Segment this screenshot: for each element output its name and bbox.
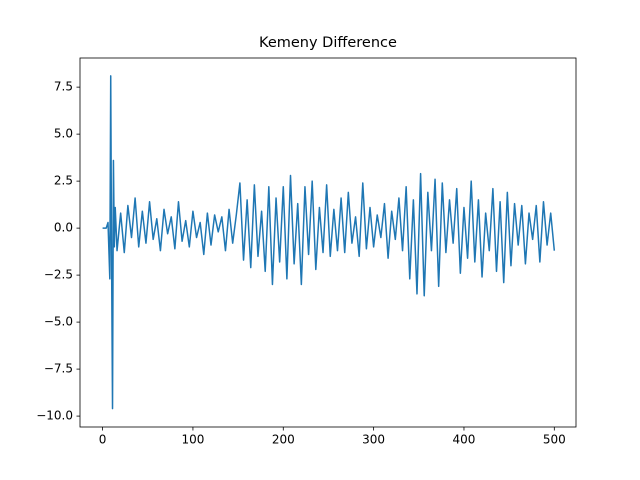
chart-title: Kemeny Difference xyxy=(259,35,397,51)
y-tick-label: −10.0 xyxy=(36,409,73,423)
y-tick-label: −2.5 xyxy=(44,268,73,282)
y-tick-label: −5.0 xyxy=(44,315,73,329)
y-tick-label: 2.5 xyxy=(54,174,73,188)
y-tick-label: −7.5 xyxy=(44,362,73,376)
x-tick-label: 200 xyxy=(272,433,295,447)
x-tick-label: 500 xyxy=(543,433,566,447)
y-tick-label: 0.0 xyxy=(54,221,73,235)
y-tick-label: 7.5 xyxy=(54,80,73,94)
x-tick-label: 400 xyxy=(453,433,476,447)
line-series xyxy=(102,75,556,410)
y-tick-label: 5.0 xyxy=(54,127,73,141)
x-tick-label: 0 xyxy=(99,433,107,447)
axes-frame xyxy=(79,57,577,428)
x-tick-label: 100 xyxy=(181,433,204,447)
x-tick-label: 300 xyxy=(362,433,385,447)
